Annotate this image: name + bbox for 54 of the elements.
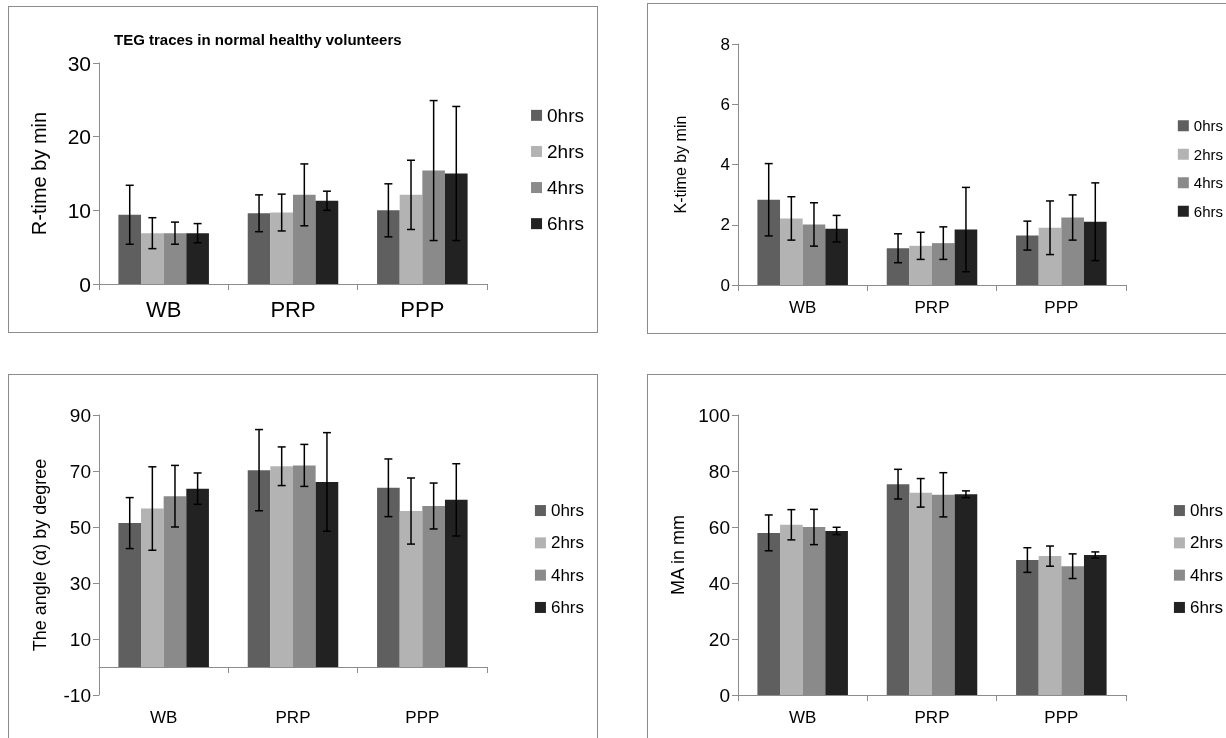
y-tick-label: 60 bbox=[708, 516, 730, 538]
legend-label: 4hrs bbox=[1193, 174, 1224, 192]
y-tick-label: 40 bbox=[708, 572, 730, 594]
y-tick-label: 20 bbox=[708, 628, 730, 650]
x-tick-label: WB bbox=[145, 296, 182, 322]
legend-label: 0hrs bbox=[1193, 117, 1224, 135]
y-tick-label: 90 bbox=[69, 404, 91, 426]
x-tick-label: PPP bbox=[1044, 298, 1079, 317]
y-tick-label: 80 bbox=[708, 460, 730, 482]
legend-label: 4hrs bbox=[547, 177, 585, 199]
legend-label: 2hrs bbox=[547, 140, 585, 162]
legend-label: 2hrs bbox=[550, 533, 585, 553]
y-tick-label: 70 bbox=[69, 460, 91, 482]
y-tick-label: 30 bbox=[69, 572, 91, 594]
y-tick-label: 10 bbox=[67, 198, 91, 222]
y-tick-label: 0 bbox=[719, 684, 730, 706]
chart-title: TEG traces in normal healthy volunteers bbox=[114, 31, 402, 48]
legend-label: 4hrs bbox=[550, 565, 585, 585]
legend-label: 6hrs bbox=[1189, 597, 1224, 617]
y-axis-title: MA in mm bbox=[668, 514, 689, 596]
y-tick-label: 6 bbox=[720, 94, 730, 114]
x-tick-label: PPP bbox=[405, 708, 440, 727]
x-tick-label: PPP bbox=[400, 296, 445, 322]
y-axis-title: R-time by min bbox=[28, 111, 50, 236]
y-tick-label: 100 bbox=[698, 404, 730, 426]
legend-label: 4hrs bbox=[1189, 565, 1224, 585]
legend-label: 0hrs bbox=[550, 501, 585, 521]
x-tick-label: WB bbox=[788, 298, 817, 317]
y-tick-label: 30 bbox=[67, 51, 91, 75]
legend-label: 2hrs bbox=[1193, 145, 1224, 163]
y-tick-label: 0 bbox=[720, 275, 730, 295]
y-tick-label: -10 bbox=[63, 684, 91, 706]
y-tick-label: 50 bbox=[69, 516, 91, 538]
x-tick-label: WB bbox=[788, 708, 817, 727]
y-tick-label: 20 bbox=[67, 125, 91, 149]
y-tick-label: 8 bbox=[720, 34, 730, 54]
y-tick-label: 10 bbox=[69, 628, 91, 650]
legend-label: 0hrs bbox=[1189, 501, 1224, 521]
legend-label: 6hrs bbox=[550, 597, 585, 617]
x-tick-label: PRP bbox=[914, 298, 950, 317]
x-tick-label: PRP bbox=[270, 296, 316, 322]
y-axis-title: The angle (α) by degree bbox=[30, 458, 50, 652]
x-tick-label: PRP bbox=[914, 708, 950, 727]
y-tick-label: 4 bbox=[720, 155, 730, 174]
legend-label: 2hrs bbox=[1189, 533, 1224, 553]
x-tick-label: PPP bbox=[1044, 708, 1079, 727]
y-tick-label: 2 bbox=[720, 215, 730, 235]
legend-label: 0hrs bbox=[547, 104, 585, 126]
x-tick-label: PRP bbox=[275, 708, 311, 727]
legend-label: 6hrs bbox=[547, 213, 585, 235]
y-tick-label: 0 bbox=[79, 272, 91, 296]
legend-label: 6hrs bbox=[1193, 202, 1224, 220]
x-tick-label: WB bbox=[149, 708, 178, 727]
y-axis-title: K-time by min bbox=[671, 115, 689, 214]
